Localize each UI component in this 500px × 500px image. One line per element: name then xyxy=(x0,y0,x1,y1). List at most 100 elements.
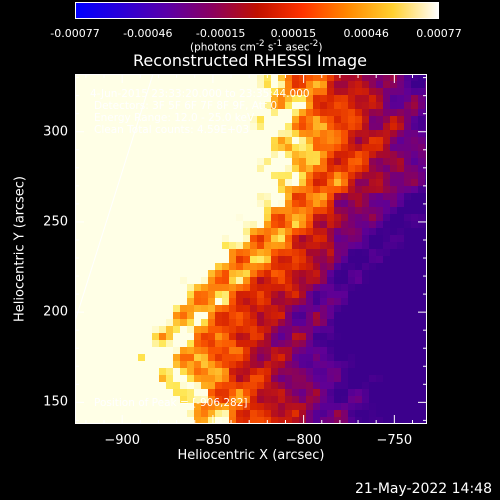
heatmap-cell xyxy=(411,312,419,320)
heatmap-cell xyxy=(285,298,293,306)
heatmap-cell xyxy=(404,284,412,292)
heatmap-cell xyxy=(320,221,328,229)
heatmap-cell xyxy=(411,172,419,180)
heatmap-cell xyxy=(292,382,300,390)
heatmap-cell xyxy=(257,137,265,145)
heatmap-cell xyxy=(152,214,160,222)
heatmap-cell xyxy=(208,172,216,180)
heatmap-cell xyxy=(180,88,188,96)
heatmap-cell xyxy=(313,417,321,424)
heatmap-cell xyxy=(257,347,265,355)
heatmap-cell xyxy=(103,298,111,306)
heatmap-cell xyxy=(334,116,342,124)
heatmap-cell xyxy=(341,193,349,201)
heatmap-cell xyxy=(243,305,251,313)
heatmap-cell xyxy=(369,95,377,103)
heatmap-cell xyxy=(110,214,118,222)
heatmap-cell xyxy=(173,284,181,292)
heatmap-cell xyxy=(152,235,160,243)
heatmap-cell xyxy=(229,95,237,103)
heatmap-cell xyxy=(82,123,90,131)
heatmap-cell xyxy=(411,305,419,313)
heatmap-cell xyxy=(334,354,342,362)
heatmap-cell xyxy=(82,333,90,341)
heatmap-cell xyxy=(376,186,384,194)
heatmap-cell xyxy=(390,291,398,299)
heatmap-cell xyxy=(82,200,90,208)
heatmap-cell xyxy=(390,102,398,110)
heatmap-cell xyxy=(229,158,237,166)
heatmap-cell xyxy=(89,410,97,418)
heatmap-cell xyxy=(215,319,223,327)
heatmap-cell xyxy=(327,158,335,166)
heatmap-cell xyxy=(313,130,321,138)
heatmap-cell xyxy=(110,361,118,369)
heatmap-cell xyxy=(250,228,258,236)
heatmap-cell xyxy=(229,172,237,180)
heatmap-cell xyxy=(215,144,223,152)
heatmap-cell xyxy=(208,256,216,264)
heatmap-cell xyxy=(243,347,251,355)
heatmap-cell xyxy=(369,312,377,320)
heatmap-cell xyxy=(397,81,405,89)
heatmap-cell xyxy=(229,165,237,173)
heatmap-cell xyxy=(355,179,363,187)
heatmap-cell xyxy=(152,375,160,383)
heatmap-cell xyxy=(313,242,321,250)
heatmap-cell xyxy=(376,74,384,82)
heatmap-cell xyxy=(299,228,307,236)
heatmap-cell xyxy=(299,382,307,390)
heatmap-cell xyxy=(376,165,384,173)
heatmap-cell xyxy=(292,354,300,362)
heatmap-cell xyxy=(166,81,174,89)
heatmap-cell xyxy=(362,221,370,229)
heatmap-cell xyxy=(145,200,153,208)
heatmap-cell xyxy=(89,354,97,362)
heatmap-cell xyxy=(75,263,83,271)
heatmap-cell xyxy=(110,81,118,89)
heatmap-cell xyxy=(362,242,370,250)
heatmap-cell xyxy=(313,375,321,383)
heatmap-cell xyxy=(397,207,405,215)
heatmap-cell xyxy=(82,172,90,180)
heatmap-cell xyxy=(152,354,160,362)
heatmap-cell xyxy=(187,347,195,355)
heatmap-cell xyxy=(208,361,216,369)
heatmap-cell xyxy=(96,417,104,424)
heatmap-cell xyxy=(313,284,321,292)
heatmap-cell xyxy=(397,389,405,397)
heatmap-cell xyxy=(271,284,279,292)
heatmap-cell xyxy=(89,95,97,103)
heatmap-cell xyxy=(327,305,335,313)
heatmap-cell xyxy=(117,417,125,424)
heatmap-cell xyxy=(96,263,104,271)
heatmap-cell xyxy=(355,326,363,334)
heatmap-cell xyxy=(82,144,90,152)
heatmap-cell xyxy=(348,116,356,124)
heatmap-cell xyxy=(355,172,363,180)
heatmap-cell xyxy=(159,242,167,250)
heatmap-cell xyxy=(229,144,237,152)
heatmap-cell xyxy=(327,382,335,390)
heatmap-cell xyxy=(369,116,377,124)
heatmap-cell xyxy=(131,200,139,208)
heatmap-cell xyxy=(383,102,391,110)
heatmap-cell xyxy=(250,410,258,418)
colorbar-tick-label: 0.00077 xyxy=(416,27,462,40)
heatmap-cell xyxy=(159,179,167,187)
heatmap-cell xyxy=(89,228,97,236)
heatmap-cell xyxy=(152,319,160,327)
heatmap-cell xyxy=(278,214,286,222)
heatmap-cell xyxy=(411,144,419,152)
heatmap-cell xyxy=(411,354,419,362)
heatmap-cell xyxy=(201,179,209,187)
x-tick-labels: −900 −850 −800 −750 xyxy=(75,433,427,449)
heatmap-cell xyxy=(222,256,230,264)
heatmap-cell xyxy=(369,256,377,264)
heatmap-cell xyxy=(348,81,356,89)
heatmap-cell xyxy=(271,151,279,159)
heatmap-cell xyxy=(194,298,202,306)
heatmap-cell xyxy=(250,340,258,348)
heatmap-cell xyxy=(320,270,328,278)
heatmap-cell xyxy=(306,130,314,138)
